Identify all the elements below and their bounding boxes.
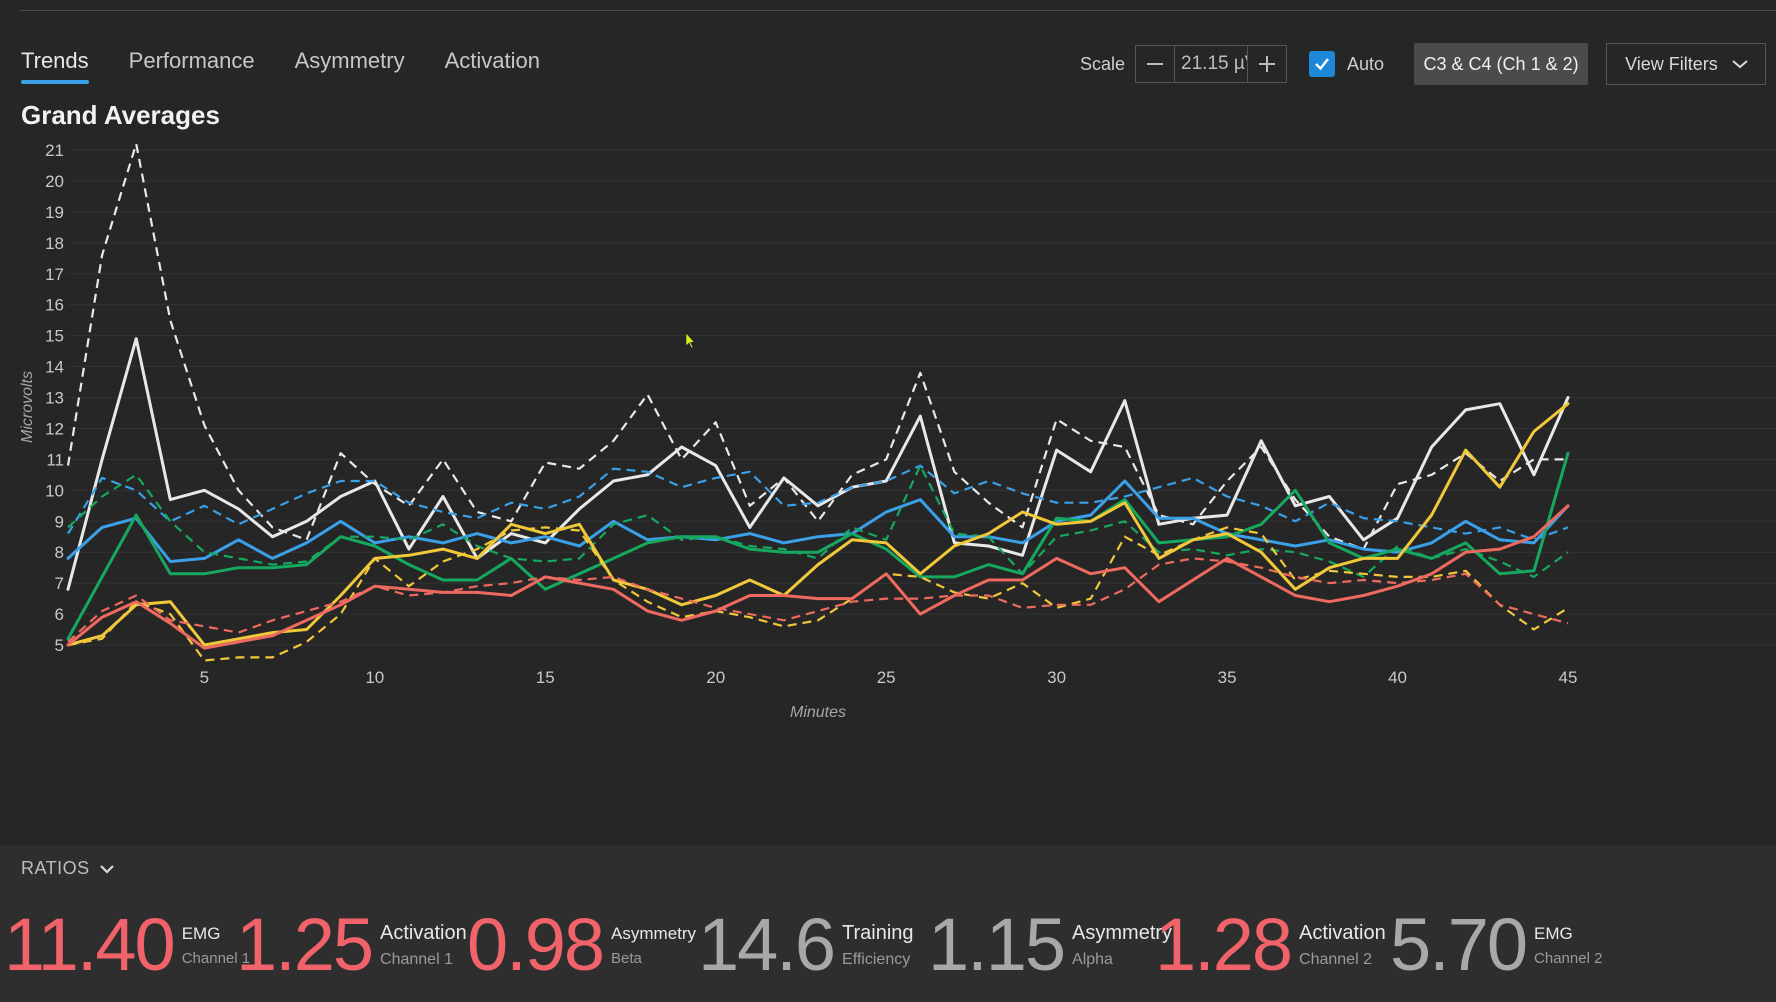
y-tick-label: 5 (55, 636, 64, 655)
scale-decrease-button[interactable] (1136, 46, 1174, 82)
ratio-subtitle: Alpha (1072, 950, 1113, 968)
view-filters-label: View Filters (1625, 53, 1718, 74)
ratio-value: 11.40 (4, 903, 176, 986)
series-line-9 (66, 504, 1570, 650)
x-axis-ticks: 5 10 15 20 25 30 35 40 45 (200, 668, 1578, 687)
scale-label: Scale (1080, 53, 1126, 74)
y-tick-label: 13 (45, 389, 64, 408)
ratios-toggle[interactable]: RATIOS (21, 858, 114, 879)
x-tick-label: 10 (365, 668, 384, 687)
auto-checkbox[interactable] (1309, 51, 1336, 77)
series-line-4 (67, 464, 1569, 578)
ratio-activation-channel-2: 1.28 Activation Channel 2 (1155, 900, 1386, 990)
view-filters-dropdown[interactable]: View Filters (1606, 43, 1767, 85)
ratio-value: 1.15 (928, 903, 1066, 986)
x-axis-label: Minutes (790, 704, 846, 721)
view-tabs: Trends Performance Asymmetry Activation (21, 48, 540, 84)
series-line-3 (66, 479, 1570, 563)
x-tick-label: 45 (1559, 668, 1578, 687)
channel-select-button[interactable]: C3 & C4 (Ch 1 & 2) (1414, 43, 1589, 85)
ratio-value: 0.98 (467, 903, 605, 986)
y-tick-label: 19 (45, 203, 64, 222)
ratio-training-efficiency: 14.6 Training Efficiency (698, 900, 914, 990)
y-tick-label: 15 (45, 327, 64, 346)
scale-value-input[interactable]: 21.15 µV (1174, 46, 1249, 82)
series-line-5 (66, 451, 1570, 641)
ratio-title: EMG (181, 923, 221, 943)
ratio-value: 14.6 (698, 903, 836, 986)
tab-performance[interactable]: Performance (128, 48, 255, 73)
tab-activation[interactable]: Activation (444, 48, 540, 73)
ratios-header: RATIOS (21, 858, 90, 878)
x-tick-label: 20 (706, 668, 725, 687)
y-tick-label: 17 (45, 265, 64, 284)
ratio-title: Asymmetry (611, 923, 697, 943)
minus-icon (1147, 63, 1164, 65)
x-tick-label: 40 (1388, 668, 1407, 687)
series-line-1 (66, 337, 1570, 591)
chevron-down-icon (1732, 60, 1748, 69)
y-tick-label: 10 (45, 481, 64, 500)
ratio-emg-channel-2: 5.70 EMG Channel 2 (1390, 900, 1776, 990)
y-tick-label: 14 (45, 358, 64, 377)
y-tick-label: 6 (55, 605, 64, 624)
y-tick-label: 21 (45, 141, 64, 160)
y-tick-label: 8 (55, 543, 64, 562)
ratio-subtitle: Efficiency (842, 950, 911, 968)
chart-series (66, 142, 1570, 662)
ratios-panel (0, 845, 1776, 1002)
checkmark-icon (1315, 58, 1329, 71)
ratio-value: 1.28 (1155, 903, 1293, 986)
ratio-asymmetry-beta: 0.98 Asymmetry Beta (467, 900, 696, 990)
plus-icon (1259, 56, 1276, 72)
auto-scale-toggle[interactable]: Auto (1309, 51, 1384, 77)
series-line-6 (67, 526, 1569, 662)
ratio-title: Activation (380, 921, 467, 944)
y-tick-label: 16 (45, 296, 64, 315)
ratio-subtitle: Channel 2 (1299, 950, 1372, 968)
x-tick-label: 30 (1047, 668, 1066, 687)
chart-title: Grand Averages (21, 100, 220, 130)
scale-increase-button[interactable] (1248, 46, 1286, 82)
ratio-subtitle: Channel 1 (181, 949, 251, 967)
x-tick-label: 35 (1218, 668, 1237, 687)
ratio-value: 1.25 (236, 903, 374, 986)
ratio-title: Activation (1299, 921, 1386, 944)
y-tick-label: 12 (45, 419, 64, 438)
auto-label: Auto (1347, 53, 1385, 74)
chevron-down-icon (99, 864, 114, 874)
series-line-2 (67, 464, 1569, 541)
chart-toolbar: Scale 21.15 µV Auto C3 & C4 (Ch 1 & 2) V… (1080, 43, 1767, 85)
mouse-cursor-icon (685, 332, 696, 349)
scale-stepper: 21.15 µV (1135, 45, 1288, 83)
y-tick-label: 9 (55, 512, 64, 531)
x-tick-label: 5 (200, 668, 209, 687)
ratio-title: EMG (1534, 923, 1573, 943)
y-tick-label: 20 (45, 172, 64, 191)
x-tick-label: 15 (536, 668, 555, 687)
ratio-title: Training (842, 921, 914, 944)
x-tick-label: 25 (877, 668, 896, 687)
trends-line-chart: 5 6 7 8 9 10 11 12 13 14 15 16 17 18 19 20 21 5 10 15 20 25 3… (19, 141, 1776, 721)
y-tick-label: 7 (55, 574, 64, 593)
tab-trends[interactable]: Trends (21, 48, 89, 84)
ratio-activation-channel-1: 1.25 Activation Channel 1 (236, 900, 467, 990)
y-axis-label: Microvolts (19, 371, 36, 443)
ratio-title: Asymmetry (1072, 921, 1173, 944)
ratio-subtitle: Channel 2 (1534, 949, 1603, 967)
series-line-8 (67, 557, 1569, 643)
series-line-0 (66, 142, 1568, 551)
tab-asymmetry[interactable]: Asymmetry (294, 48, 405, 73)
y-axis-ticks: 5 6 7 8 9 10 11 12 13 14 15 16 17 18 19 20 21 (45, 141, 64, 655)
ratio-subtitle: Beta (611, 949, 642, 967)
y-tick-label: 18 (45, 234, 64, 253)
ratio-value: 5.70 (1390, 903, 1528, 986)
ratio-subtitle: Channel 1 (380, 950, 453, 968)
ratio-emg-channel-1: 11.40 EMG Channel 1 (4, 900, 250, 990)
y-tick-label: 11 (46, 450, 64, 469)
ratio-asymmetry-alpha: 1.15 Asymmetry Alpha (928, 900, 1172, 990)
series-line-7 (66, 402, 1570, 647)
top-divider (20, 10, 1776, 11)
